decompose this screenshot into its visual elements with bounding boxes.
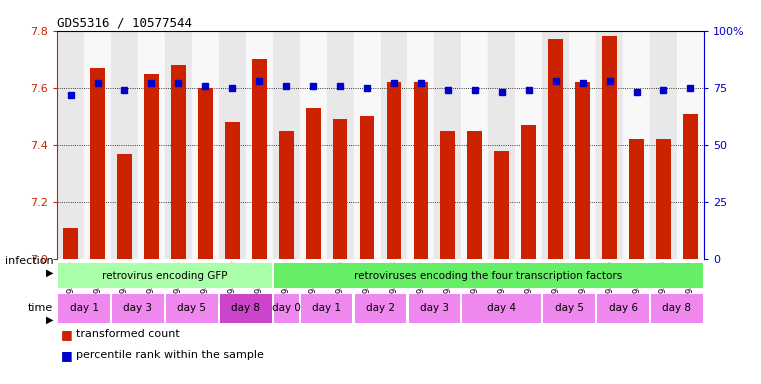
Bar: [144, 74, 159, 259]
Bar: [57, 31, 84, 259]
Bar: [117, 154, 132, 259]
Text: ▶: ▶: [46, 314, 53, 325]
Bar: [192, 31, 219, 259]
Text: ▶: ▶: [46, 268, 53, 278]
Bar: [629, 139, 644, 259]
Bar: [623, 31, 650, 259]
Bar: [355, 294, 406, 323]
Text: day 5: day 5: [177, 303, 206, 313]
Bar: [246, 31, 272, 259]
Bar: [333, 119, 348, 259]
Bar: [569, 31, 596, 259]
Text: transformed count: transformed count: [76, 329, 180, 339]
Text: GDS5316 / 10577544: GDS5316 / 10577544: [57, 17, 192, 30]
Bar: [495, 151, 509, 259]
Bar: [354, 31, 380, 259]
Text: day 0: day 0: [272, 303, 301, 313]
Bar: [272, 31, 300, 259]
Bar: [650, 31, 677, 259]
Bar: [219, 31, 246, 259]
Bar: [279, 131, 294, 259]
Text: day 1: day 1: [69, 303, 98, 313]
Bar: [138, 31, 165, 259]
Text: time: time: [28, 303, 53, 313]
Bar: [677, 31, 704, 259]
Bar: [380, 31, 407, 259]
Bar: [543, 294, 595, 323]
Text: retroviruses encoding the four transcription factors: retroviruses encoding the four transcrip…: [354, 270, 622, 281]
Bar: [306, 108, 320, 259]
Bar: [461, 31, 489, 259]
Bar: [435, 31, 461, 259]
Bar: [360, 116, 374, 259]
Bar: [220, 294, 272, 323]
Bar: [656, 139, 671, 259]
Bar: [407, 31, 435, 259]
Bar: [90, 68, 105, 259]
Bar: [274, 263, 703, 288]
Bar: [63, 228, 78, 259]
Text: infection: infection: [5, 256, 53, 266]
Bar: [548, 39, 563, 259]
Bar: [683, 114, 698, 259]
Bar: [521, 125, 537, 259]
Bar: [300, 31, 326, 259]
Bar: [543, 31, 569, 259]
Bar: [387, 82, 401, 259]
Bar: [651, 294, 703, 323]
Bar: [515, 31, 543, 259]
Text: day 1: day 1: [312, 303, 341, 313]
Bar: [252, 59, 266, 259]
Bar: [58, 263, 272, 288]
Bar: [409, 294, 460, 323]
Bar: [198, 88, 213, 259]
Bar: [441, 131, 455, 259]
Bar: [111, 31, 138, 259]
Bar: [166, 294, 218, 323]
Text: day 8: day 8: [231, 303, 260, 313]
Bar: [165, 31, 192, 259]
Bar: [602, 36, 617, 259]
Text: day 3: day 3: [123, 303, 152, 313]
Text: day 4: day 4: [487, 303, 516, 313]
Bar: [575, 82, 590, 259]
Text: day 2: day 2: [366, 303, 395, 313]
Bar: [467, 131, 482, 259]
Bar: [463, 294, 541, 323]
Text: ■: ■: [61, 349, 72, 362]
Text: day 5: day 5: [555, 303, 584, 313]
Bar: [274, 294, 298, 323]
Text: day 6: day 6: [609, 303, 638, 313]
Text: day 8: day 8: [663, 303, 692, 313]
Bar: [413, 82, 428, 259]
Bar: [489, 31, 515, 259]
Bar: [112, 294, 164, 323]
Bar: [301, 294, 352, 323]
Bar: [171, 65, 186, 259]
Bar: [224, 122, 240, 259]
Bar: [58, 294, 110, 323]
Bar: [596, 31, 623, 259]
Text: ■: ■: [61, 328, 72, 341]
Text: retrovirus encoding GFP: retrovirus encoding GFP: [102, 270, 228, 281]
Bar: [597, 294, 649, 323]
Text: day 3: day 3: [420, 303, 449, 313]
Text: percentile rank within the sample: percentile rank within the sample: [76, 350, 264, 360]
Bar: [84, 31, 111, 259]
Bar: [326, 31, 354, 259]
